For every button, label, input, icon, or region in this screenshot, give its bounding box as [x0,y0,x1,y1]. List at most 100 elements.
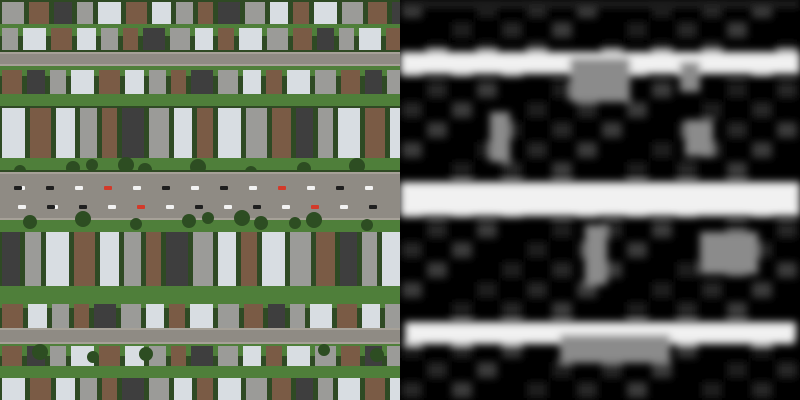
house-response-block [502,342,522,358]
house-response-block [752,282,772,298]
house-roof [382,232,400,286]
house-response-block [402,342,422,358]
house-roof [123,28,138,50]
house-roof [365,378,385,400]
house-response-block [627,22,647,38]
house-response-block [502,22,522,38]
house-roof [293,28,312,50]
parked-car [162,186,170,190]
house-response-block [452,382,472,398]
parked-car [311,205,319,209]
house-roof [94,304,116,328]
house-roof [241,232,257,286]
house-roof [29,2,49,24]
tree-canopy [139,347,153,361]
house-roof [218,2,240,24]
house-roof [121,304,141,328]
house-roof [365,108,385,158]
house-roof [71,346,94,366]
house-roof [125,346,144,366]
house-roof [30,108,51,158]
house-roof [338,108,360,158]
house-response-block [452,342,472,358]
parked-car [75,186,83,190]
parked-car [195,205,203,209]
house-response-block [702,102,722,118]
house-response-block [527,382,547,398]
tree-canopy [190,159,206,175]
house-response-block [552,82,572,98]
parked-car [369,205,377,209]
house-roof [54,2,72,24]
house-response-block [427,82,447,98]
house-roof [338,378,360,400]
house-roof [171,346,186,366]
house-roof [359,28,381,50]
house-roof [290,304,305,328]
house-response-block [527,282,547,298]
house-roof [197,108,213,158]
house-roof [365,70,382,94]
parked-car [166,205,174,209]
road-band-top-drip [680,62,700,92]
house-roof [149,70,166,94]
house-roof [272,108,291,158]
house-roof [100,232,119,286]
house-roof [102,378,117,400]
house-roof [2,70,22,94]
house-response-block [452,242,472,258]
tree-canopy [87,351,99,363]
house-roof [99,70,120,94]
house-roof [146,232,161,286]
house-roof [267,28,288,50]
parked-car [336,186,344,190]
house-response-block [477,362,497,378]
bright-patch [700,232,758,274]
house-response-block [602,122,622,138]
house-response-block [427,362,447,378]
house-roof [50,70,66,94]
parked-car [307,186,315,190]
bright-spot-left [490,112,510,162]
house-roof [218,304,239,328]
tree-canopy [32,344,48,360]
parked-car [224,205,232,209]
tree-canopy [23,215,37,229]
house-roof [27,70,45,94]
parked-car [104,186,112,190]
house-response-block [502,302,522,318]
parked-car [340,205,348,209]
tree-canopy [182,214,196,228]
house-roof [77,28,96,50]
house-roof [122,378,144,400]
house-roof [266,70,282,94]
house-roof [198,2,213,24]
house-response-block [577,142,597,158]
house-roof [170,28,190,50]
house-response-block [552,222,572,238]
house-response-block [652,362,672,378]
house-response-block [527,142,547,158]
house-roof [125,70,144,94]
bright-spot-right [685,120,713,156]
house-roof [218,232,236,286]
parked-car [108,205,116,209]
house-response-block [727,162,747,178]
house-roof [287,346,310,366]
house-roof [2,346,22,366]
house-response-block [402,382,422,398]
house-roof [296,378,313,400]
house-roof [244,304,263,328]
house-roof [2,232,20,286]
house-roof [272,378,291,400]
house-roof [195,28,213,50]
house-roof [2,378,25,400]
house-roof [218,28,234,50]
house-roof [314,2,337,24]
house-roof [50,346,66,366]
house-response-block [727,22,747,38]
house-response-block [402,142,422,158]
house-roof [245,2,265,24]
house-response-block [502,262,522,278]
parked-car [365,186,373,190]
